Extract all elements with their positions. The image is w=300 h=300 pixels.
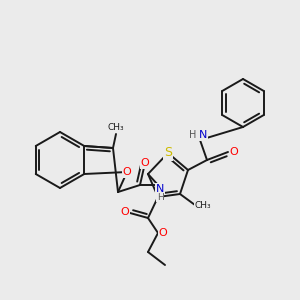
- Text: H: H: [157, 193, 164, 202]
- Text: S: S: [164, 146, 172, 160]
- Text: CH₃: CH₃: [195, 200, 211, 209]
- Text: N: N: [199, 130, 207, 140]
- Text: H: H: [189, 130, 197, 140]
- Text: O: O: [123, 167, 131, 177]
- Text: O: O: [159, 228, 167, 238]
- Text: N: N: [156, 184, 164, 194]
- Text: O: O: [141, 158, 149, 168]
- Text: O: O: [230, 147, 238, 157]
- Text: O: O: [121, 207, 129, 217]
- Text: CH₃: CH₃: [108, 122, 124, 131]
